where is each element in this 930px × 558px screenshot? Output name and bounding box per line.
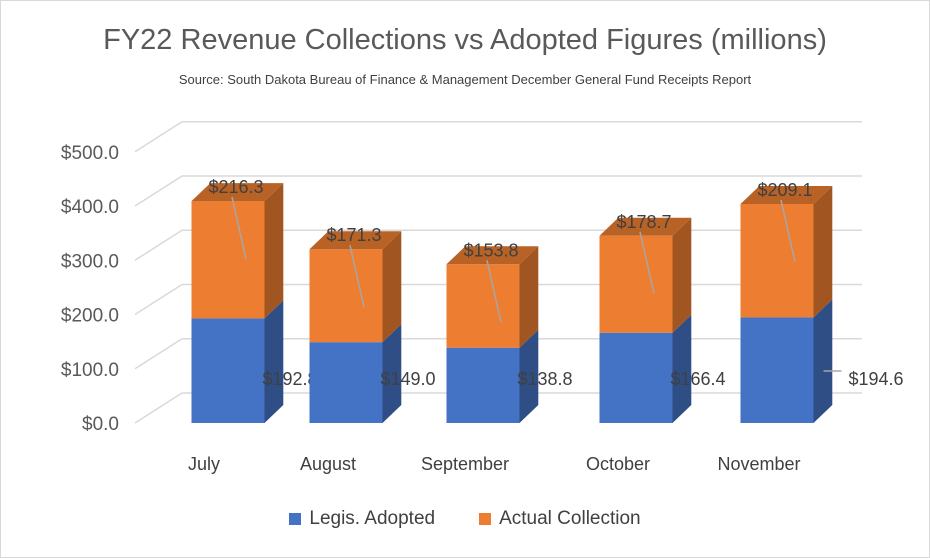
bar-side bbox=[519, 246, 539, 348]
x-tick-label: August bbox=[300, 454, 356, 474]
legend-swatch-actual bbox=[479, 513, 492, 525]
chart-subtitle: Source: South Dakota Bureau of Finance &… bbox=[178, 72, 752, 87]
data-label-actual: $216.3 bbox=[208, 177, 263, 197]
data-label-adopted: $149.0 bbox=[381, 369, 436, 389]
bar-side bbox=[813, 185, 833, 318]
data-label-adopted: $194.6 bbox=[849, 369, 904, 389]
leader-line bbox=[780, 199, 796, 263]
bar-adopted bbox=[446, 347, 520, 423]
bar-actual bbox=[191, 201, 265, 319]
leader-line bbox=[349, 245, 365, 308]
y-tick-label: $400.0 bbox=[61, 197, 119, 218]
data-label-actual: $171.3 bbox=[326, 225, 381, 245]
y-tick-label: $300.0 bbox=[61, 251, 119, 272]
bar-side bbox=[382, 324, 402, 423]
y-tick-label: $100.0 bbox=[61, 360, 119, 381]
x-tick-label: July bbox=[188, 454, 220, 474]
legend-item-actual: Actual Collection bbox=[479, 508, 641, 530]
bar-side bbox=[382, 231, 402, 343]
bar-side bbox=[813, 299, 833, 423]
bar-actual bbox=[740, 203, 814, 318]
gridline-depth bbox=[134, 283, 183, 316]
chart-plot: $0.0 $100.0 $200.0 $300.0 $400.0 $500.0 July $1… bbox=[61, 121, 904, 474]
gridline-depth bbox=[134, 392, 183, 424]
bar-side bbox=[264, 300, 284, 423]
x-tick-label: September bbox=[421, 454, 509, 474]
bar-top bbox=[191, 183, 284, 202]
bar-adopted bbox=[599, 332, 673, 423]
gridline-depth bbox=[134, 338, 183, 370]
x-tick-label: October bbox=[586, 454, 650, 474]
bar-side bbox=[672, 314, 692, 423]
y-tick-label: $500.0 bbox=[61, 143, 119, 164]
leader-line bbox=[486, 260, 502, 323]
data-label-adopted: $166.4 bbox=[671, 369, 726, 389]
chart-title: FY22 Revenue Collections vs Adopted Figu… bbox=[103, 24, 827, 56]
bar-top bbox=[309, 231, 402, 250]
leader-line bbox=[639, 231, 655, 294]
legend-swatch-adopted bbox=[289, 513, 302, 525]
gridline-depth bbox=[134, 229, 183, 261]
bar-top bbox=[446, 246, 539, 265]
legend-label-adopted: Legis. Adopted bbox=[309, 508, 436, 529]
bar-side bbox=[264, 183, 284, 319]
data-label-adopted: $192.8 bbox=[263, 369, 318, 389]
data-label-actual: $178.7 bbox=[616, 212, 671, 232]
bar-actual bbox=[446, 264, 520, 348]
gridline-depth bbox=[134, 175, 183, 207]
x-tick-label: November bbox=[717, 454, 800, 474]
bar-adopted bbox=[309, 342, 383, 423]
gridline-depth bbox=[134, 121, 183, 153]
bar-top bbox=[599, 217, 692, 236]
y-tick-label: $0.0 bbox=[82, 414, 119, 435]
data-label-adopted: $138.8 bbox=[518, 369, 573, 389]
legend-item-adopted: Legis. Adopted bbox=[289, 508, 435, 530]
bar-side bbox=[519, 329, 539, 423]
legend-label-actual: Actual Collection bbox=[499, 508, 641, 529]
bar-adopted bbox=[191, 318, 265, 423]
chart-legend: Legis. Adopted Actual Collection bbox=[0, 508, 930, 530]
bar-side bbox=[672, 217, 692, 333]
data-label-actual: $209.1 bbox=[757, 180, 812, 200]
bar-adopted bbox=[740, 317, 814, 423]
data-label-actual: $153.8 bbox=[463, 240, 518, 260]
y-tick-label: $200.0 bbox=[61, 306, 119, 327]
bar-actual bbox=[599, 235, 673, 333]
bar-actual bbox=[309, 249, 383, 343]
leader-line bbox=[231, 196, 247, 260]
bar-top bbox=[740, 185, 833, 204]
